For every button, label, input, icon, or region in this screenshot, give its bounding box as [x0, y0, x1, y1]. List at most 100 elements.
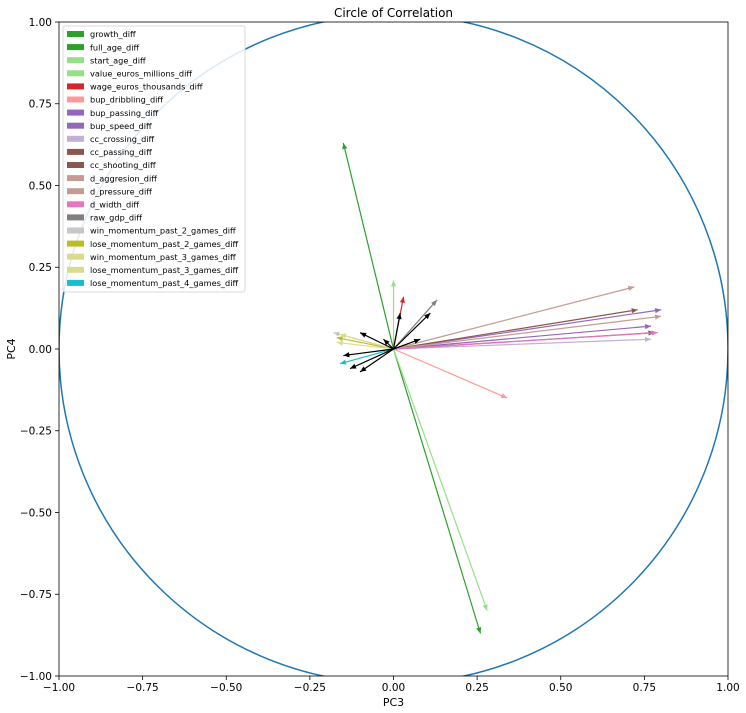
x-tick-label: 0.75: [633, 682, 656, 694]
legend-entry: d_aggresion_diff: [67, 173, 157, 183]
legend-swatch: [67, 31, 84, 37]
legend-label: start_age_diff: [90, 55, 146, 65]
vector-arrowhead: [654, 314, 662, 320]
legend-label: bup_dribbling_diff: [90, 95, 163, 105]
vector-line: [359, 332, 394, 350]
vector-arrowhead: [476, 626, 482, 634]
y-tick-label: 0.00: [29, 344, 52, 356]
vector-line: [349, 348, 394, 370]
vector-line: [359, 348, 394, 373]
vector-line: [393, 332, 658, 350]
vector-arrowhead: [627, 285, 635, 291]
legend-entry: win_momentum_past_2_games_diff: [67, 226, 236, 236]
legend: growth_diff full_age_diff start_age_diffva…: [62, 25, 246, 293]
x-tick-label: 1.00: [716, 682, 739, 694]
loading-vector: [342, 142, 395, 350]
vector-line: [393, 312, 431, 350]
legend-swatch: [67, 44, 84, 51]
loading-vector: [392, 312, 402, 350]
vector-arrowhead: [482, 604, 488, 611]
legend-label: growth_diff: [90, 29, 136, 39]
vector-arrowhead: [644, 324, 652, 330]
legend-swatch: [67, 83, 84, 90]
legend-label: lose_momentum_past_3_games_diff: [90, 265, 238, 275]
x-tick-label: 0.25: [465, 682, 488, 694]
vector-arrowhead: [336, 340, 343, 346]
legend-entry: bup_dribbling_diff: [67, 95, 163, 105]
loading-vector: [349, 348, 394, 370]
legend-swatch: [67, 148, 84, 155]
vector-line: [393, 325, 652, 350]
loading-vectors: [333, 142, 662, 634]
vector-line: [393, 309, 638, 350]
vector-arrowhead: [343, 352, 350, 358]
legend-entry: start_age_diff: [67, 55, 146, 65]
y-tick-label: 0.25: [29, 262, 52, 274]
legend-label: cc_shooting_diff: [90, 160, 156, 170]
legend-swatch: [67, 266, 84, 273]
vector-arrowhead: [424, 313, 431, 320]
loading-vector: [393, 338, 421, 350]
vector-arrowhead: [651, 330, 658, 336]
y-tick-label: 0.75: [29, 99, 52, 111]
loading-vector: [393, 308, 638, 350]
legend-entry: lose_momentum_past_2_games_diff: [67, 239, 238, 249]
x-tick-label: −0.50: [210, 682, 242, 694]
loading-vector: [339, 333, 394, 350]
loading-vector: [390, 280, 397, 349]
legend-label: lose_momentum_past_4_games_diff: [90, 278, 238, 288]
y-tick-label: 0.50: [29, 180, 52, 192]
vector-arrowhead: [333, 331, 340, 337]
loading-vector: [392, 348, 488, 611]
legend-entry: lose_momentum_past_3_games_diff: [67, 265, 238, 275]
y-tick-label: −0.25: [20, 426, 52, 438]
vector-line: [393, 286, 635, 350]
legend-swatch: [67, 57, 84, 64]
legend-label: cc_crossing_diff: [90, 134, 155, 144]
legend-label: full_age_diff: [90, 42, 140, 52]
loading-vector: [393, 299, 438, 350]
vector-arrowhead: [396, 313, 402, 320]
legend-label: d_pressure_diff: [90, 186, 152, 196]
legend-label: d_aggresion_diff: [90, 173, 157, 183]
legend-entry: cc_passing_diff: [67, 147, 152, 157]
vector-arrowhead: [500, 393, 508, 399]
vector-arrowhead: [360, 332, 367, 338]
loading-vector: [393, 336, 652, 350]
loading-vector: [359, 348, 394, 373]
vector-arrowhead: [654, 308, 662, 314]
loading-vector: [383, 338, 394, 350]
legend-entry: cc_shooting_diff: [67, 160, 156, 170]
legend-swatch: [67, 279, 84, 286]
x-axis-ticks: −1.00 −0.75 −0.50 −0.25 0.00 0.25 0.50 0.75 1.00: [43, 676, 740, 694]
legend-entry: bup_passing_diff: [67, 108, 159, 118]
x-tick-label: 0.50: [549, 682, 572, 694]
vector-line: [393, 338, 652, 350]
y-axis-ticks: −1.00 −0.75 −0.50 −0.25 0.00 0.25 0.50 0.75 1.00: [20, 17, 59, 683]
legend-swatch: [67, 188, 84, 195]
legend-label: bup_speed_diff: [90, 121, 152, 131]
legend-label: raw_gdp_diff: [90, 213, 142, 223]
chart-title: Circle of Correlation: [334, 6, 453, 20]
vector-line: [393, 309, 662, 350]
legend-entry: win_momentum_past_3_games_diff: [67, 252, 236, 262]
legend-swatch: [67, 122, 84, 129]
legend-entry: wage_euros_thousands_diff: [67, 82, 203, 92]
vector-line: [392, 348, 482, 634]
loading-vector: [339, 348, 394, 365]
legend-label: win_momentum_past_3_games_diff: [90, 252, 236, 262]
vector-line: [343, 348, 394, 357]
loading-vector: [393, 348, 508, 399]
legend-entry: value_euros_millions_diff: [67, 69, 192, 79]
legend-entry: bup_speed_diff: [67, 121, 152, 131]
legend-swatch: [67, 253, 84, 260]
x-tick-label: −0.25: [294, 682, 326, 694]
vector-line: [393, 315, 662, 350]
vector-line: [339, 333, 394, 350]
legend-label: value_euros_millions_diff: [90, 69, 192, 79]
loading-vector: [393, 285, 635, 350]
legend-swatch: [67, 109, 84, 116]
loading-vector: [393, 308, 662, 350]
vector-line: [336, 336, 394, 350]
